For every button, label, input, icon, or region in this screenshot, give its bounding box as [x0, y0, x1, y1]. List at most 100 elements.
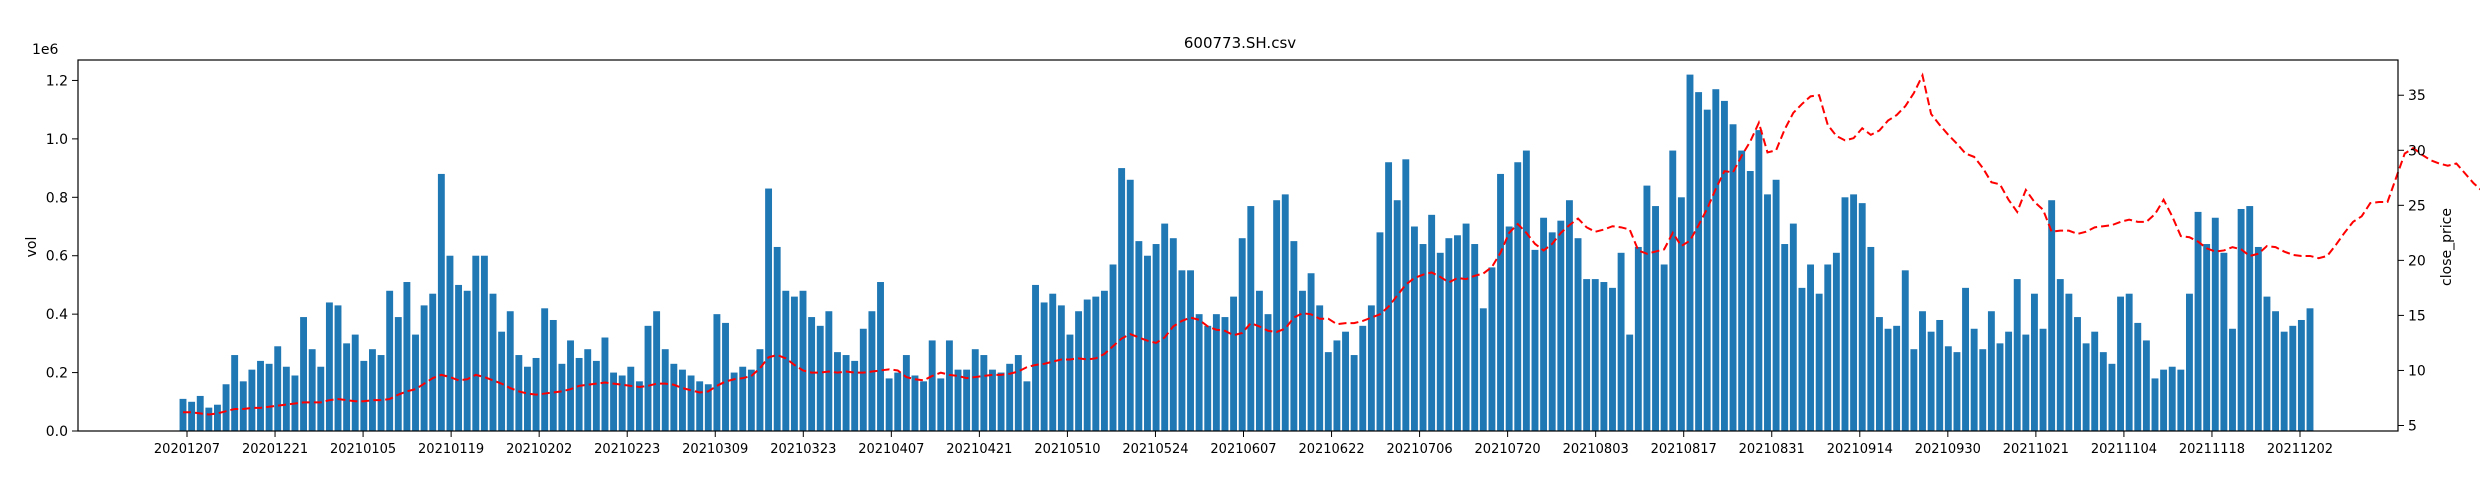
vol-bar-101 — [1049, 293, 1057, 431]
vol-bar-148 — [1454, 235, 1461, 431]
vol-bar-239 — [2237, 208, 2245, 431]
vol-bar-42 — [541, 308, 549, 431]
vol-bar-188 — [1798, 287, 1806, 431]
vol-bar-108 — [1109, 264, 1117, 431]
y2-tick-label-2: 15 — [2408, 308, 2426, 324]
vol-bar-20 — [351, 334, 359, 431]
vol-bar-113 — [1152, 244, 1160, 431]
vol-bar-7 — [239, 381, 247, 431]
vol-bar-204 — [1936, 319, 1944, 431]
vol-bar-15 — [308, 349, 316, 431]
vol-bar-151 — [1479, 308, 1487, 431]
vol-bar-159 — [1548, 232, 1556, 431]
vol-bar-156 — [1522, 150, 1530, 431]
x-tick-label-12: 20210607 — [1210, 442, 1276, 457]
vol-bar-104 — [1075, 311, 1083, 431]
y-tick-label-5: 1.0 — [46, 132, 68, 148]
vol-bar-67 — [756, 349, 764, 431]
vol-bar-128 — [1281, 194, 1289, 431]
vol-bar-189 — [1807, 264, 1814, 431]
vol-bar-230 — [2160, 369, 2168, 431]
x-tick-label-18: 20210831 — [1739, 442, 1805, 457]
vol-bar-10 — [265, 363, 273, 431]
vol-bar-143 — [1410, 226, 1418, 431]
vol-bar-73 — [808, 317, 816, 431]
vol-bar-14 — [300, 317, 307, 431]
vol-bar-38 — [506, 311, 514, 431]
vol-bar-144 — [1419, 244, 1427, 431]
volume-bars — [179, 74, 2314, 432]
chart-title: 600773.SH.csv — [1184, 34, 1296, 52]
x-tick-label-13: 20210622 — [1298, 442, 1364, 457]
x-tick-label-17: 20210817 — [1651, 442, 1717, 457]
vol-bar-109 — [1118, 168, 1126, 431]
vol-bar-133 — [1324, 352, 1332, 431]
vol-bar-201 — [1910, 349, 1918, 431]
x-tick-label-23: 20211118 — [2179, 442, 2245, 457]
vol-bar-193 — [1841, 197, 1849, 431]
vol-bar-12 — [282, 366, 290, 431]
vol-bar-17 — [325, 302, 333, 431]
vol-bar-63 — [722, 322, 729, 431]
vol-bar-200 — [1901, 270, 1909, 431]
vol-bar-99 — [1032, 284, 1039, 431]
vol-bar-93 — [980, 355, 988, 431]
vol-bar-29 — [429, 293, 437, 431]
vol-bar-114 — [1161, 223, 1169, 431]
x-tick-label-6: 20210309 — [682, 442, 748, 457]
vol-bar-166 — [1609, 287, 1616, 431]
vol-bar-18 — [334, 305, 342, 431]
vol-bar-186 — [1781, 244, 1789, 431]
vol-bar-177 — [1703, 109, 1711, 431]
vol-bar-30 — [437, 173, 445, 431]
vol-bar-69 — [773, 246, 781, 431]
vol-bar-31 — [446, 255, 454, 431]
vol-bar-61 — [704, 384, 712, 431]
vol-bar-111 — [1135, 241, 1143, 431]
vol-bar-225 — [2117, 296, 2124, 431]
vol-bar-172 — [1660, 264, 1668, 431]
vol-bar-91 — [963, 369, 971, 431]
vol-bar-217 — [2048, 200, 2056, 431]
close-price-line — [183, 72, 2480, 416]
vol-bar-9 — [257, 360, 264, 431]
y-tick-label-3: 0.6 — [46, 249, 68, 265]
vol-bar-209 — [1979, 349, 1987, 431]
vol-bar-162 — [1574, 238, 1582, 431]
plot-frame — [77, 59, 2399, 432]
vol-bar-33 — [463, 290, 471, 431]
vol-bar-26 — [403, 282, 411, 431]
vol-bar-72 — [799, 290, 807, 431]
vol-bar-145 — [1428, 214, 1436, 431]
vol-bar-54 — [644, 325, 652, 431]
y2-tick-label-3: 20 — [2408, 253, 2426, 269]
vol-bar-197 — [1875, 317, 1883, 431]
vol-bar-62 — [713, 314, 721, 431]
vol-bar-56 — [661, 349, 669, 431]
vol-bar-175 — [1686, 74, 1694, 432]
x-tick-label-20: 20210930 — [1915, 442, 1981, 457]
y-tick-label-4: 0.8 — [46, 190, 68, 206]
vol-bar-215 — [2030, 293, 2038, 431]
x-tick-label-3: 20210119 — [418, 442, 484, 457]
vol-bar-132 — [1316, 305, 1324, 431]
vol-bar-60 — [696, 381, 704, 431]
vol-bar-5 — [222, 384, 230, 431]
y-axis-multiplier: 1e6 — [32, 42, 59, 58]
vol-bar-19 — [343, 343, 351, 431]
x-axis-ticks: 20201207 20201221 20210105 20210119 20210202… — [154, 431, 2333, 457]
x-tick-label-10: 20210510 — [1034, 442, 1100, 457]
vol-bar-116 — [1178, 270, 1186, 431]
vol-bar-170 — [1643, 185, 1651, 431]
vol-bar-110 — [1126, 179, 1134, 431]
vol-bar-0 — [179, 398, 187, 431]
x-tick-label-1: 20201221 — [242, 442, 308, 457]
vol-bar-47 — [584, 349, 592, 431]
vol-bar-155 — [1514, 162, 1522, 432]
vol-bar-79 — [859, 328, 867, 431]
vol-bar-245 — [2289, 325, 2297, 431]
vol-bar-21 — [360, 360, 368, 431]
vol-bar-134 — [1333, 340, 1341, 431]
x-tick-label-22: 20211104 — [2091, 442, 2157, 457]
